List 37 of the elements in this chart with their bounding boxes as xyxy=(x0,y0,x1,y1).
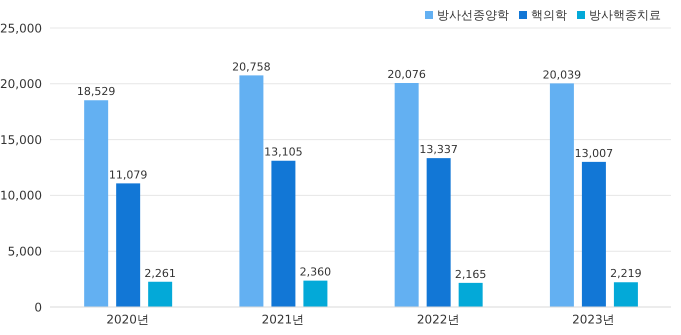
bar xyxy=(614,282,638,307)
bar xyxy=(84,100,108,307)
bar xyxy=(458,282,483,307)
y-tick-label: 15,000 xyxy=(0,132,42,147)
data-label: 2,165 xyxy=(454,268,486,281)
data-label: 20,758 xyxy=(232,60,271,74)
legend-label: 핵의학 xyxy=(531,8,567,22)
x-tick-label: 2021년 xyxy=(262,312,304,327)
x-tick-label: 2023년 xyxy=(572,312,615,327)
y-tick-label: 25,000 xyxy=(0,21,42,36)
bar xyxy=(426,158,451,307)
data-label: 20,039 xyxy=(542,68,582,82)
data-label: 2,261 xyxy=(144,266,176,280)
y-tick-label: 20,000 xyxy=(0,77,42,92)
y-tick-label: 5,000 xyxy=(8,244,42,258)
data-label: 13,337 xyxy=(419,143,458,156)
legend-label: 방사선종양학 xyxy=(437,8,509,22)
bar xyxy=(239,75,264,307)
bar xyxy=(550,83,574,307)
bar xyxy=(116,183,140,307)
bar xyxy=(271,160,296,307)
y-tick-label: 0 xyxy=(34,300,42,314)
data-label: 11,079 xyxy=(108,168,148,182)
data-label: 13,105 xyxy=(264,146,303,159)
bar xyxy=(303,280,328,307)
x-tick-label: 2020년 xyxy=(106,312,149,327)
bar xyxy=(582,162,606,307)
data-label: 13,007 xyxy=(574,146,614,160)
bar xyxy=(394,82,419,307)
data-label: 2,360 xyxy=(300,266,332,279)
data-label: 20,076 xyxy=(387,68,426,81)
bar xyxy=(148,282,172,307)
data-label: 18,529 xyxy=(76,85,116,98)
x-tick-label: 2022년 xyxy=(416,312,460,327)
data-label: 2,219 xyxy=(610,267,642,280)
y-tick-label: 10,000 xyxy=(0,188,42,203)
legend-label: 방사핵종치료 xyxy=(589,8,661,22)
